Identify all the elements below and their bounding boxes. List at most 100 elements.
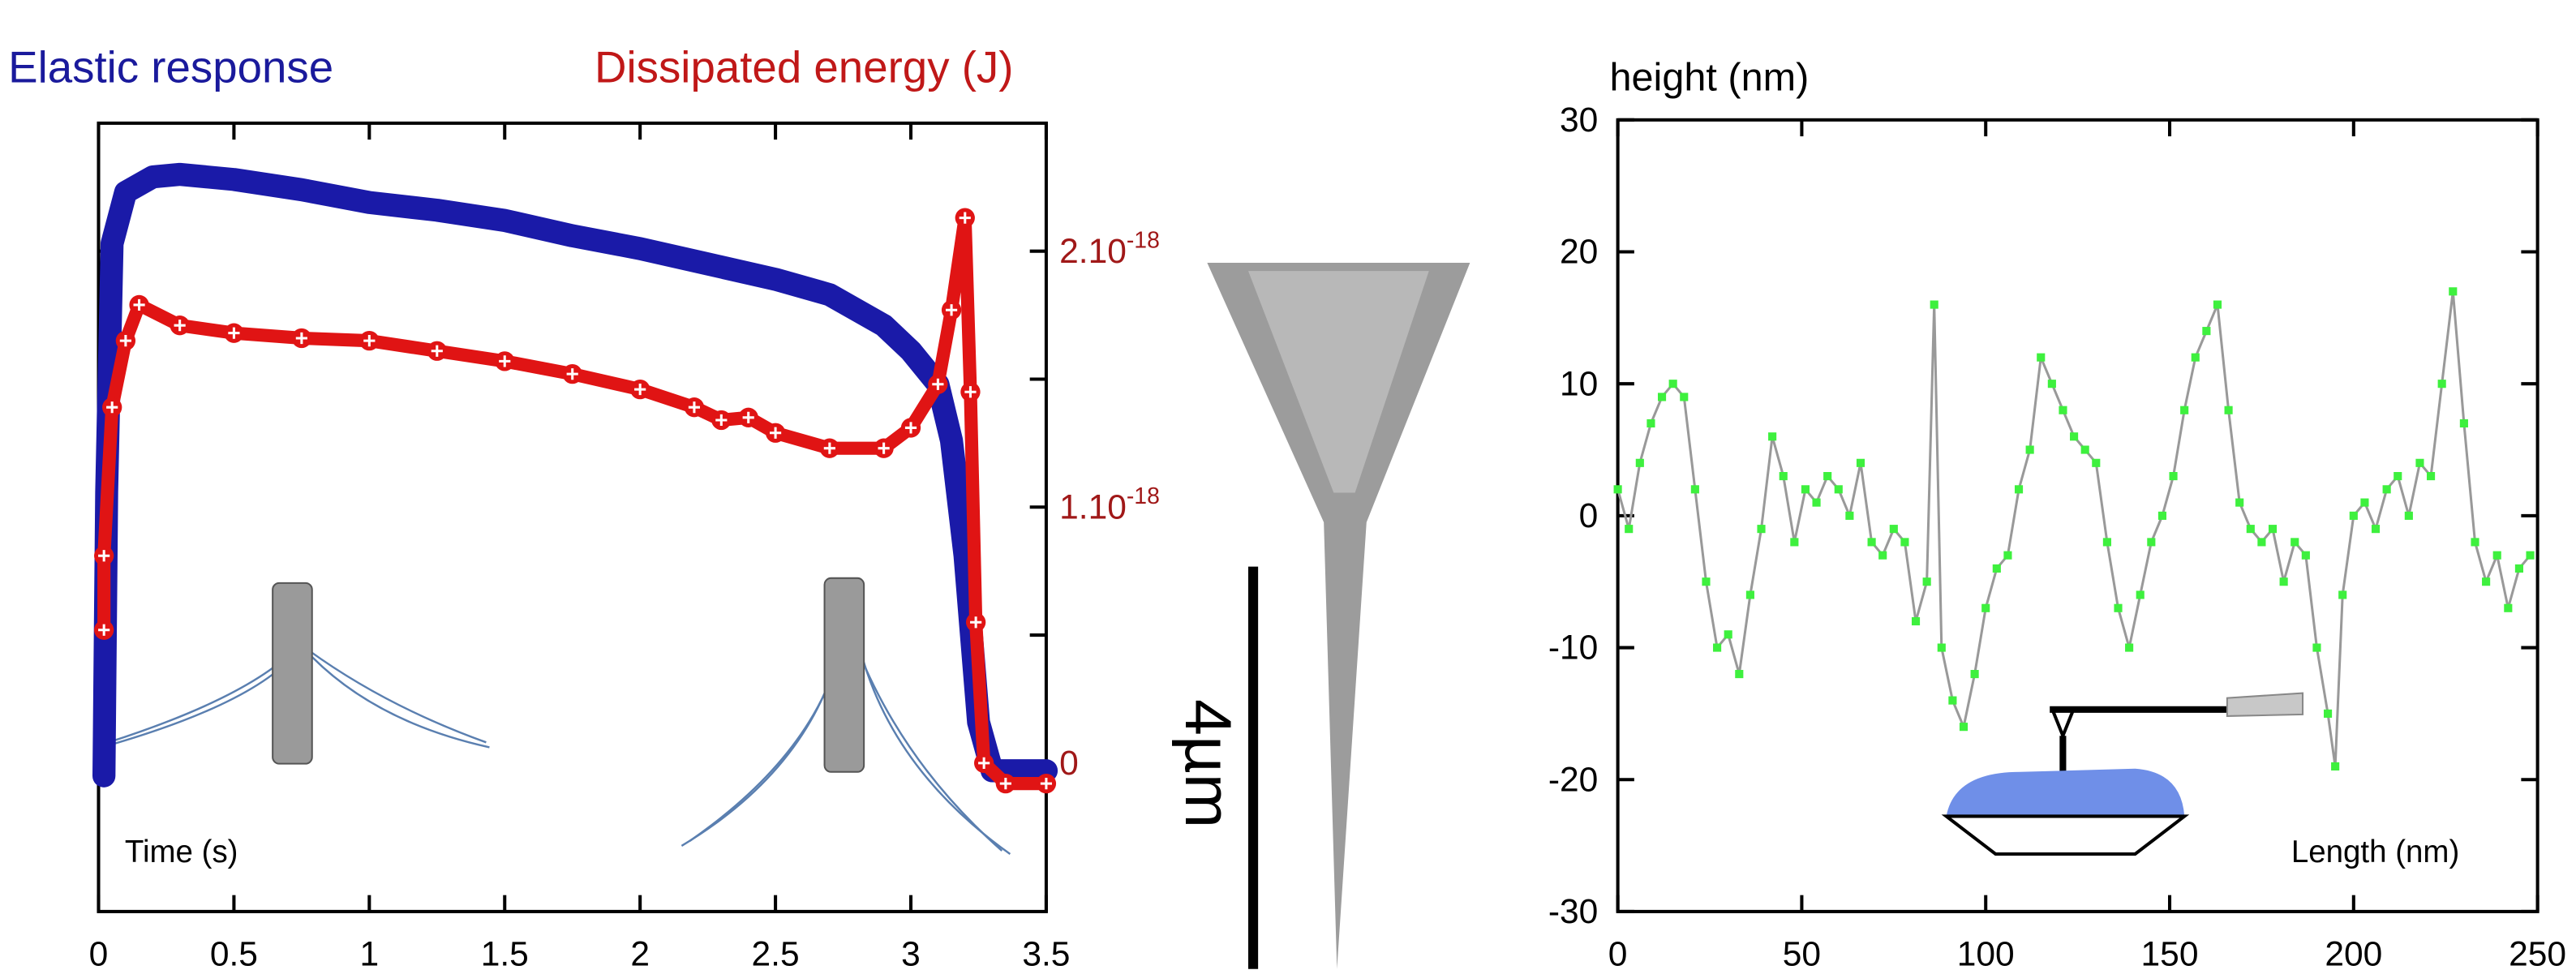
y-tick-label: -20 xyxy=(1548,761,1598,799)
y-tick-label: 1.10-18 xyxy=(1059,483,1160,526)
data-point xyxy=(1930,301,1938,309)
y-tick-label-mantissa: 2.10 xyxy=(1059,233,1127,271)
data-point xyxy=(1768,432,1776,440)
data-point xyxy=(2081,445,2089,453)
data-point xyxy=(2482,577,2490,586)
data-point xyxy=(1857,459,1865,467)
data-point xyxy=(2331,762,2339,770)
data-point xyxy=(1790,538,1798,546)
data-point xyxy=(2247,525,2255,533)
data-point xyxy=(2526,552,2534,560)
data-point xyxy=(1669,380,1677,388)
x-axis-title: Time (s) xyxy=(125,835,238,869)
x-tick-label: 1.5 xyxy=(481,936,529,970)
data-point xyxy=(1724,630,1732,638)
y-axis-title: height (nm) xyxy=(1609,55,1809,99)
data-point xyxy=(1680,393,1688,401)
x-tick-label: 0 xyxy=(1608,936,1628,970)
x-tick-label: 100 xyxy=(1957,936,2015,970)
data-point xyxy=(2136,590,2145,599)
data-point xyxy=(2493,552,2501,560)
data-point xyxy=(1746,590,1754,599)
data-point xyxy=(2048,380,2056,388)
data-point xyxy=(2015,485,2023,493)
y-tick-label: 0 xyxy=(1579,497,1599,535)
data-point xyxy=(2092,459,2100,467)
x-tick-label: 1 xyxy=(360,936,380,970)
y-tick-label-exponent: -18 xyxy=(1127,483,1160,509)
y-tick-label-mantissa: 1.10 xyxy=(1059,488,1127,526)
x-tick-label: 150 xyxy=(2141,936,2199,970)
data-point xyxy=(1981,604,1990,612)
data-point xyxy=(2235,499,2243,507)
data-point xyxy=(2415,459,2424,467)
data-point xyxy=(2449,287,2457,295)
x-tick-label: 200 xyxy=(2325,936,2382,970)
data-point xyxy=(1614,485,1622,493)
series-line xyxy=(1618,291,2531,766)
figure: Elastic response Dissipated energy (J) h… xyxy=(0,0,2576,970)
series-line xyxy=(104,218,1046,783)
data-point xyxy=(2394,472,2402,480)
data-point xyxy=(2202,327,2210,335)
y-tick-label: 20 xyxy=(1560,234,1598,272)
data-point xyxy=(2383,485,2391,493)
y-tick-label: -30 xyxy=(1548,893,1598,931)
data-point xyxy=(1845,512,1853,520)
data-point xyxy=(2471,538,2479,546)
legend-dissipated: Dissipated energy (J) xyxy=(595,42,1013,92)
data-point xyxy=(1625,525,1633,533)
y-tick-label: 0 xyxy=(1059,745,1079,783)
data-point xyxy=(2225,406,2233,414)
data-point xyxy=(2280,577,2288,586)
x-tick-label: 3.5 xyxy=(1022,936,1070,970)
data-point xyxy=(2460,419,2468,427)
data-point xyxy=(2324,710,2332,718)
pillar-illustration xyxy=(102,649,1011,854)
data-point xyxy=(2257,538,2265,546)
data-point xyxy=(2037,354,2045,362)
data-point xyxy=(2302,552,2310,560)
data-point xyxy=(1890,525,1898,533)
y-tick-label: 30 xyxy=(1560,101,1598,139)
data-point xyxy=(1912,617,1920,625)
data-point xyxy=(1812,499,1820,507)
data-point xyxy=(2515,564,2523,573)
data-point xyxy=(2269,525,2277,533)
data-point xyxy=(2338,590,2346,599)
data-point xyxy=(2312,643,2321,651)
data-point xyxy=(1780,472,1788,480)
x-tick-label: 250 xyxy=(2509,936,2566,970)
legend-elastic: Elastic response xyxy=(8,42,333,92)
data-point xyxy=(1923,577,1931,586)
data-point xyxy=(2213,301,2222,309)
afm-illustration xyxy=(1947,693,2303,854)
data-point xyxy=(2180,406,2188,414)
data-point xyxy=(2026,445,2034,453)
data-point xyxy=(1757,525,1765,533)
page: {"chart_data": [ {"type": "line", "xlabe… xyxy=(0,0,2576,970)
data-point xyxy=(1835,485,1843,493)
y-tick-label: 2.10-18 xyxy=(1059,228,1160,271)
data-point xyxy=(1735,670,1743,678)
pillar xyxy=(825,578,865,772)
x-axis-title: Length (nm) xyxy=(2291,835,2459,869)
data-point xyxy=(1636,459,1644,467)
data-point xyxy=(1960,723,1968,731)
data-point xyxy=(2438,380,2446,388)
data-point xyxy=(1948,697,1956,705)
data-point xyxy=(2070,432,2078,440)
data-point xyxy=(2372,525,2380,533)
data-point xyxy=(1646,419,1655,427)
scale-bar-label: 4µm xyxy=(1171,699,1244,828)
data-point xyxy=(2147,538,2155,546)
x-tick-label: 50 xyxy=(1783,936,1821,970)
x-tick-label: 2.5 xyxy=(752,936,800,970)
data-point xyxy=(1801,485,1810,493)
data-point xyxy=(2192,354,2200,362)
data-point xyxy=(2103,538,2111,546)
data-point xyxy=(1823,472,1831,480)
data-point xyxy=(1900,538,1908,546)
data-point xyxy=(1658,393,1666,401)
data-point xyxy=(1868,538,1876,546)
